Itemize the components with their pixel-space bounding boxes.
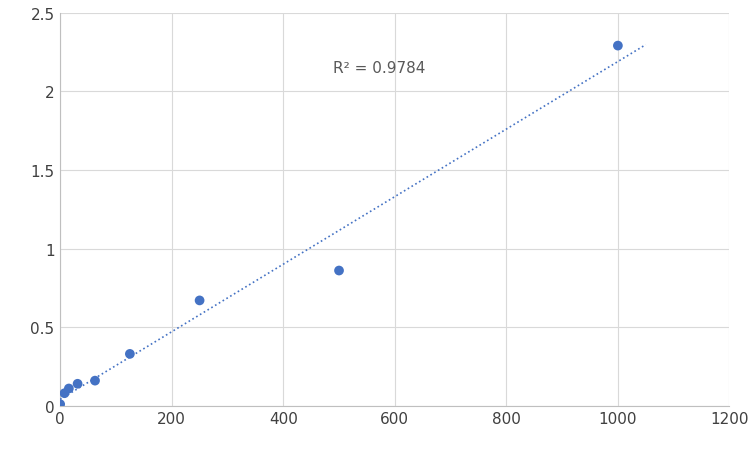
Text: R² = 0.9784: R² = 0.9784: [333, 61, 426, 76]
Point: [612, 43, 624, 50]
Point: [124, 350, 136, 358]
Point: [71, 380, 83, 387]
Point: [89, 377, 101, 384]
Point: [333, 267, 345, 275]
Point: [59, 390, 71, 397]
Point: [54, 401, 66, 408]
Point: [193, 297, 205, 304]
Point: [63, 385, 75, 392]
